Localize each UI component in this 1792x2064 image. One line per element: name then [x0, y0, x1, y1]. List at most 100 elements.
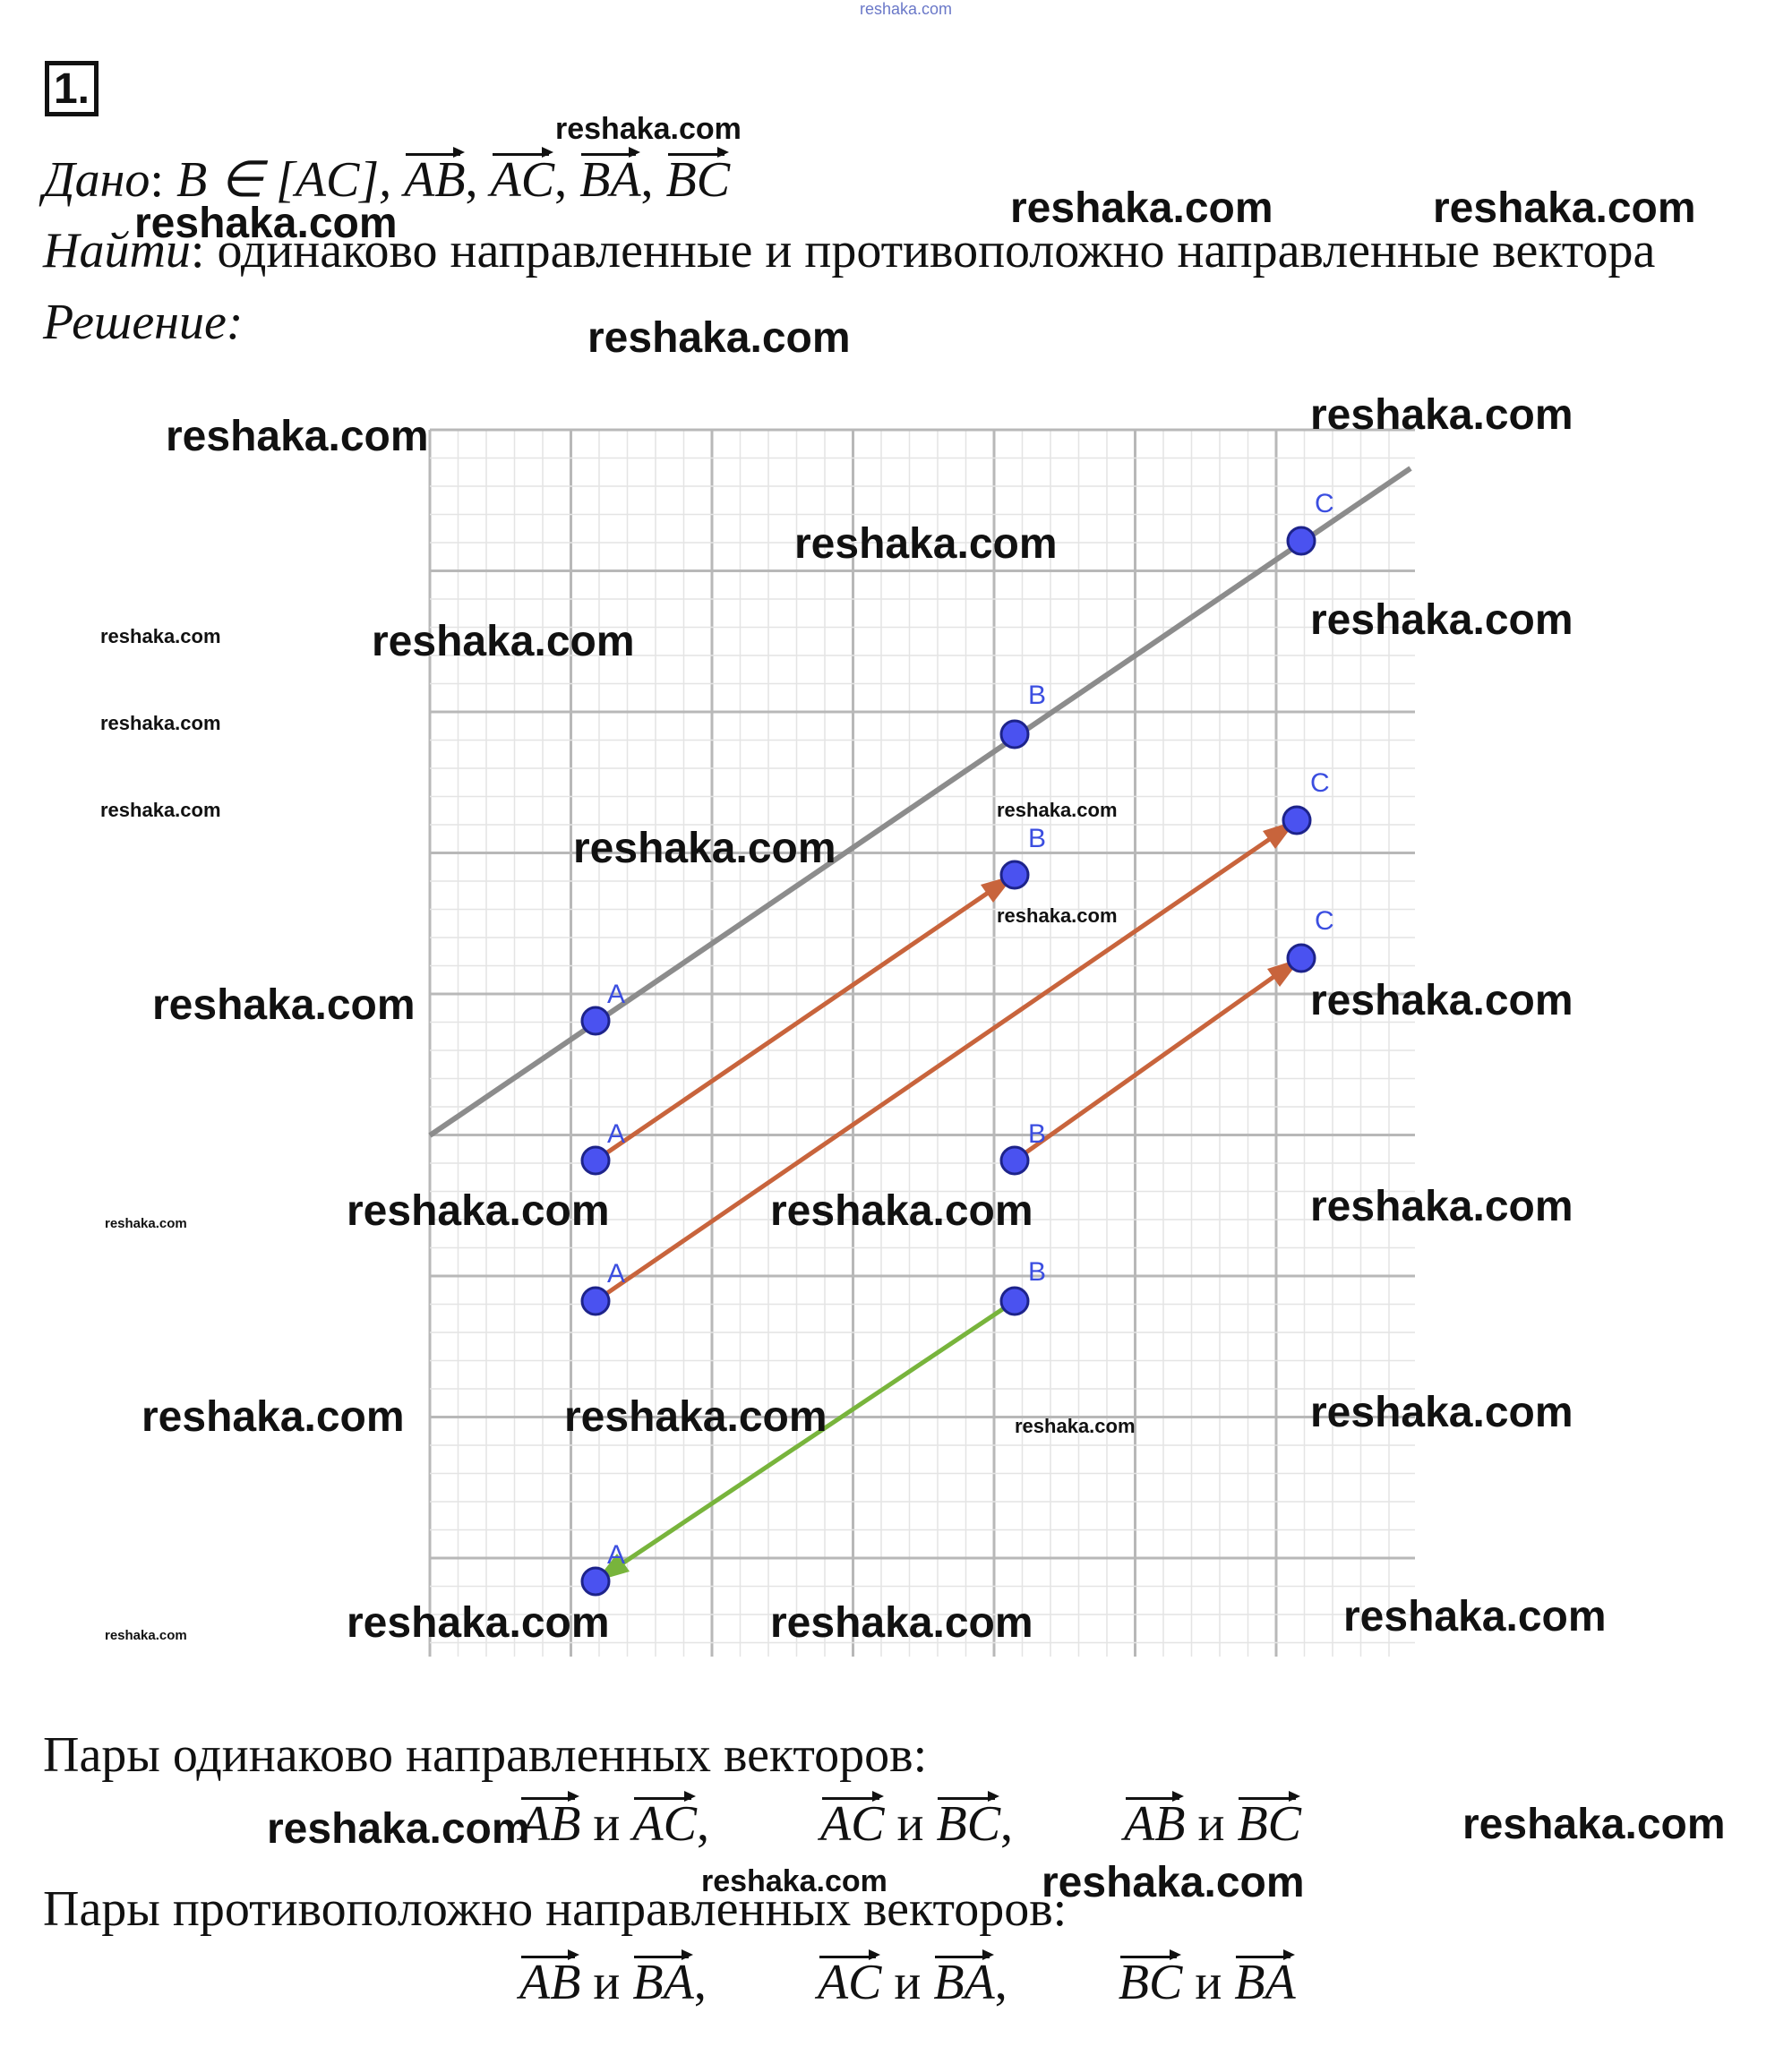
- watermark: reshaka.com: [152, 981, 416, 1029]
- watermark: reshaka.com: [1015, 1415, 1136, 1437]
- vector-ab-point-a: [580, 1145, 611, 1176]
- opposite-pair-3: BC и BA: [1118, 1949, 1296, 2010]
- watermark: reshaka.com: [794, 520, 1058, 568]
- vector-bc: B C: [999, 906, 1334, 1176]
- opposite-pair-2-sep: ,: [994, 1955, 1007, 2010]
- line-label-b: B: [1028, 681, 1046, 710]
- vector-ab: A B: [580, 824, 1046, 1176]
- given-condition: B ∈ [AC],: [176, 152, 392, 208]
- vector-ba: B A: [580, 1257, 1046, 1597]
- watermark: reshaka.com: [555, 112, 742, 146]
- watermark: reshaka.com: [1310, 391, 1573, 439]
- watermark: reshaka.com: [100, 799, 221, 821]
- vector-ac: A C: [580, 768, 1330, 1316]
- same-direction-pairs: AB и AC, AC и BC, AB и BC: [519, 1791, 1301, 1853]
- vector-ba-point-a: [580, 1566, 611, 1597]
- vector-bc-label-b: B: [1028, 1119, 1046, 1149]
- given-vector-bc: BC: [665, 147, 731, 208]
- vector-ac-point-c: [1282, 805, 1312, 835]
- watermark: reshaka.com: [770, 1599, 1033, 1647]
- vector-ab-label-a: A: [607, 1119, 625, 1149]
- watermark: reshaka.com: [587, 314, 851, 362]
- opposite-direction-heading: Пары противоположно направленных векторо…: [43, 1881, 1067, 1937]
- same-pair-2: AC и BC,: [819, 1791, 1025, 1852]
- watermark: reshaka.com: [347, 1599, 610, 1647]
- same-pair-3-and: и: [1197, 1796, 1225, 1852]
- line-label-a: A: [607, 980, 625, 1009]
- watermark: reshaka.com: [1433, 184, 1696, 232]
- same-pair-1-v1: AB: [519, 1791, 581, 1852]
- watermark: reshaka.com: [1310, 1183, 1573, 1230]
- vector-ac-label-a: A: [607, 1259, 625, 1289]
- find-label: Найти: [43, 223, 191, 278]
- watermark: reshaka.com: [564, 1393, 827, 1441]
- watermark: reshaka.com: [1310, 596, 1573, 644]
- given-vector-ab: AB: [404, 147, 466, 208]
- problem-number: 1.: [45, 61, 99, 116]
- watermark: reshaka.com: [1310, 977, 1573, 1024]
- same-pair-1-sep: ,: [696, 1796, 709, 1852]
- watermark: reshaka.com: [105, 1216, 187, 1231]
- given-line: Дано: B ∈ [AC], AB, AC, BA, BC: [43, 147, 731, 208]
- watermark: reshaka.com: [267, 1805, 530, 1853]
- watermark: reshaka.com: [573, 825, 836, 872]
- watermark: reshaka.com: [141, 1393, 405, 1441]
- vector-ac-point-a: [580, 1286, 611, 1316]
- opposite-pair-1-v1: AB: [519, 1949, 581, 2010]
- vector-ac-label-c: C: [1310, 768, 1330, 798]
- same-pair-2-v2: BC: [936, 1791, 1001, 1852]
- same-pair-3: AB и BC: [1124, 1791, 1301, 1852]
- opposite-pair-3-v2: BA: [1234, 1949, 1296, 2010]
- watermark: reshaka.com: [166, 413, 429, 460]
- vector-ba-point-b: [999, 1286, 1030, 1316]
- vector-diagram: A B C A B A C B C B A: [428, 428, 1415, 1657]
- same-pair-1: AB и AC,: [519, 1791, 722, 1852]
- opposite-pair-1-v2: BA: [632, 1949, 694, 2010]
- grid: [428, 428, 1415, 1657]
- same-pair-2-sep: ,: [1000, 1796, 1014, 1852]
- vector-ab-point-b: [999, 860, 1030, 890]
- watermark: reshaka.com: [1010, 184, 1273, 232]
- watermark: reshaka.com: [860, 0, 953, 18]
- watermark: reshaka.com: [100, 625, 221, 647]
- opposite-pair-2-v1: AC: [817, 1949, 882, 2010]
- same-pair-2-v1: AC: [819, 1791, 885, 1852]
- opposite-pair-1: AB и BA,: [519, 1949, 719, 2010]
- watermark: reshaka.com: [134, 200, 398, 247]
- opposite-pair-3-v1: BC: [1118, 1949, 1183, 2010]
- vector-ab-label-b: B: [1028, 824, 1046, 853]
- opposite-pair-1-and: и: [593, 1955, 621, 2010]
- watermark: reshaka.com: [1310, 1389, 1573, 1436]
- line-point-c: [1286, 526, 1316, 556]
- watermark: reshaka.com: [701, 1864, 887, 1898]
- watermark: reshaka.com: [997, 799, 1118, 821]
- find-line: Найти: одинаково направленные и противоп…: [43, 222, 1655, 279]
- same-pair-1-and: и: [593, 1796, 621, 1852]
- watermark: reshaka.com: [105, 1628, 187, 1643]
- watermark: reshaka.com: [997, 904, 1118, 927]
- opposite-pair-3-and: и: [1195, 1955, 1222, 2010]
- opposite-pair-1-sep: ,: [693, 1955, 707, 2010]
- opposite-pair-2-v2: BA: [933, 1949, 995, 2010]
- given-label: Дано: [43, 152, 150, 208]
- opposite-pair-2-and: и: [894, 1955, 922, 2010]
- line-point-b: [999, 719, 1030, 749]
- watermark: reshaka.com: [770, 1187, 1033, 1235]
- vector-bc-point-b: [999, 1145, 1030, 1176]
- find-text: : одинаково направленные и противоположн…: [190, 223, 1656, 278]
- same-pair-1-v2: AC: [632, 1791, 697, 1852]
- watermark: reshaka.com: [1042, 1859, 1305, 1906]
- same-pair-2-and: и: [896, 1796, 924, 1852]
- opposite-pair-2: AC и BA,: [817, 1949, 1020, 2010]
- given-vector-ba: BA: [579, 147, 641, 208]
- watermark: reshaka.com: [1343, 1593, 1607, 1640]
- watermark: reshaka.com: [1462, 1801, 1726, 1848]
- solution-label: Решение:: [43, 295, 244, 350]
- vector-bc-label-c: C: [1315, 906, 1334, 936]
- same-pair-3-v2: BC: [1237, 1791, 1301, 1852]
- vector-ba-label-b: B: [1028, 1257, 1046, 1287]
- given-vector-ac: AC: [490, 147, 555, 208]
- vector-ba-label-a: A: [607, 1540, 625, 1570]
- line-abc: A B C: [428, 466, 1412, 1138]
- line-point-a: [580, 1006, 611, 1036]
